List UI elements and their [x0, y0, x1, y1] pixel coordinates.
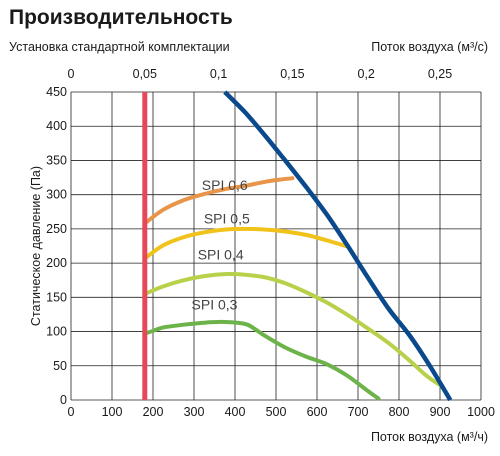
y-tick-label: 400 [46, 119, 67, 133]
x-tick-label: 900 [430, 405, 451, 419]
chart-subtitle: Установка стандартной комплектации [9, 40, 230, 54]
page-title: Производительность [9, 6, 233, 29]
y-tick-label: 450 [46, 85, 67, 99]
top-axis-tick-label: 0,2 [358, 67, 375, 81]
y-tick-label: 300 [46, 188, 67, 202]
y-tick-label: 250 [46, 222, 67, 236]
series-label-spi-0-4: SPI 0,4 [198, 247, 244, 263]
x-tick-label: 600 [307, 405, 328, 419]
chart-tick-labels: 0 100 200 300 400 500 600 700 800 900 1000 0 50 100 15… [46, 67, 495, 419]
x-tick-label: 100 [102, 405, 123, 419]
series-line-spi-0-3 [142, 319, 381, 401]
y-tick-label: 0 [60, 393, 67, 407]
top-axis-tick-label: 0,1 [210, 67, 227, 81]
series-line-spi-0-6 [142, 176, 295, 226]
x-tick-label: 0 [68, 405, 75, 419]
y-axis-label: Статическое давление (Па) [29, 166, 43, 326]
series-label-spi-0-3: SPI 0,3 [192, 297, 238, 313]
top-axis-tick-label: 0,05 [133, 67, 157, 81]
y-tick-label: 50 [53, 359, 67, 373]
top-axis-tick-label: 0 [68, 67, 75, 81]
bottom-axis-label: Поток воздуха (м³/ч) [370, 430, 488, 444]
x-tick-label: 200 [143, 405, 164, 419]
x-tick-label: 700 [348, 405, 369, 419]
chart-curves [142, 90, 453, 402]
x-tick-label: 1000 [467, 405, 495, 419]
x-tick-label: 800 [389, 405, 410, 419]
top-axis-tick-label: 0,15 [280, 67, 304, 81]
top-axis-tick-label: 0,25 [428, 67, 452, 81]
y-tick-label: 100 [46, 325, 67, 339]
chart-grid [70, 91, 482, 401]
y-tick-label: 200 [46, 256, 67, 270]
top-axis-label: Поток воздуха (м³/с) [371, 40, 488, 54]
series-line-spi-0-5 [142, 226, 348, 261]
x-tick-label: 500 [266, 405, 287, 419]
series-line-spi-0-4 [142, 271, 445, 389]
max-operating-curve [223, 90, 453, 402]
y-tick-label: 350 [46, 153, 67, 167]
series-label-spi-0-5: SPI 0,5 [204, 210, 250, 226]
x-tick-label: 300 [184, 405, 205, 419]
y-tick-label: 150 [46, 290, 67, 304]
series-label-spi-0-6: SPI 0,6 [202, 177, 248, 193]
x-tick-label: 400 [225, 405, 246, 419]
